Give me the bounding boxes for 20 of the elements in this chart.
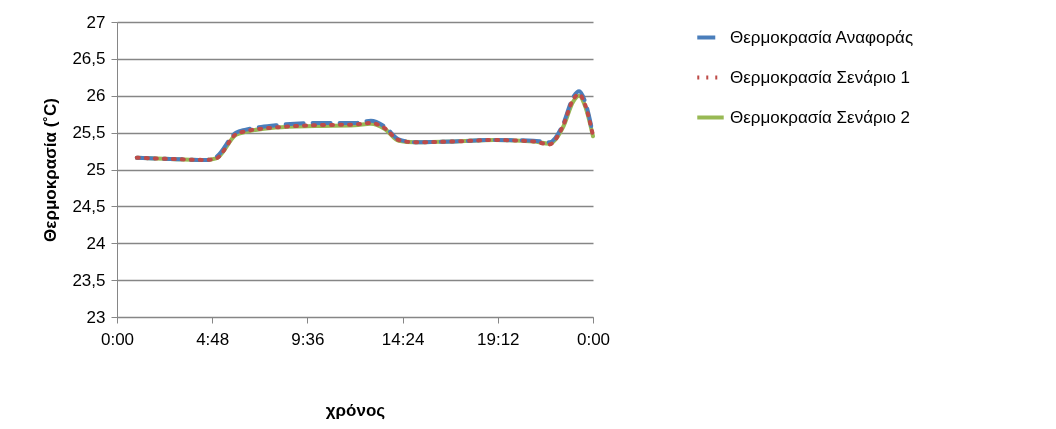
legend-label: Θερμοκρασία Αναφοράς bbox=[730, 27, 914, 47]
y-tick-label: 25,5 bbox=[72, 123, 106, 143]
y-tick-label: 26,5 bbox=[72, 49, 106, 69]
y-tick-label: 23 bbox=[86, 307, 106, 327]
y-tick-label: 23,5 bbox=[72, 270, 106, 290]
legend-label: Θερμοκρασία Σενάριο 2 bbox=[730, 107, 911, 127]
x-tick-label: 4:48 bbox=[196, 329, 230, 349]
y-tick-label: 27 bbox=[86, 12, 106, 32]
y-tick-label: 24,5 bbox=[72, 196, 106, 216]
x-tick-label: 0:00 bbox=[100, 329, 135, 349]
x-axis-title: χρόνος bbox=[325, 400, 386, 420]
x-tick-label: 19:12 bbox=[477, 329, 520, 349]
x-tick-label: 0:00 bbox=[576, 329, 611, 349]
x-tick-label: 9:36 bbox=[291, 329, 325, 349]
y-tick-label: 24 bbox=[86, 233, 106, 253]
x-tick-label: 14:24 bbox=[381, 329, 425, 349]
y-tick-label: 25 bbox=[86, 160, 106, 179]
y-axis-title: Θερμοκρασία (˚C) bbox=[41, 98, 61, 242]
legend-label: Θερμοκρασία Σενάριο 1 bbox=[730, 67, 911, 87]
y-tick-label: 26 bbox=[86, 86, 106, 106]
